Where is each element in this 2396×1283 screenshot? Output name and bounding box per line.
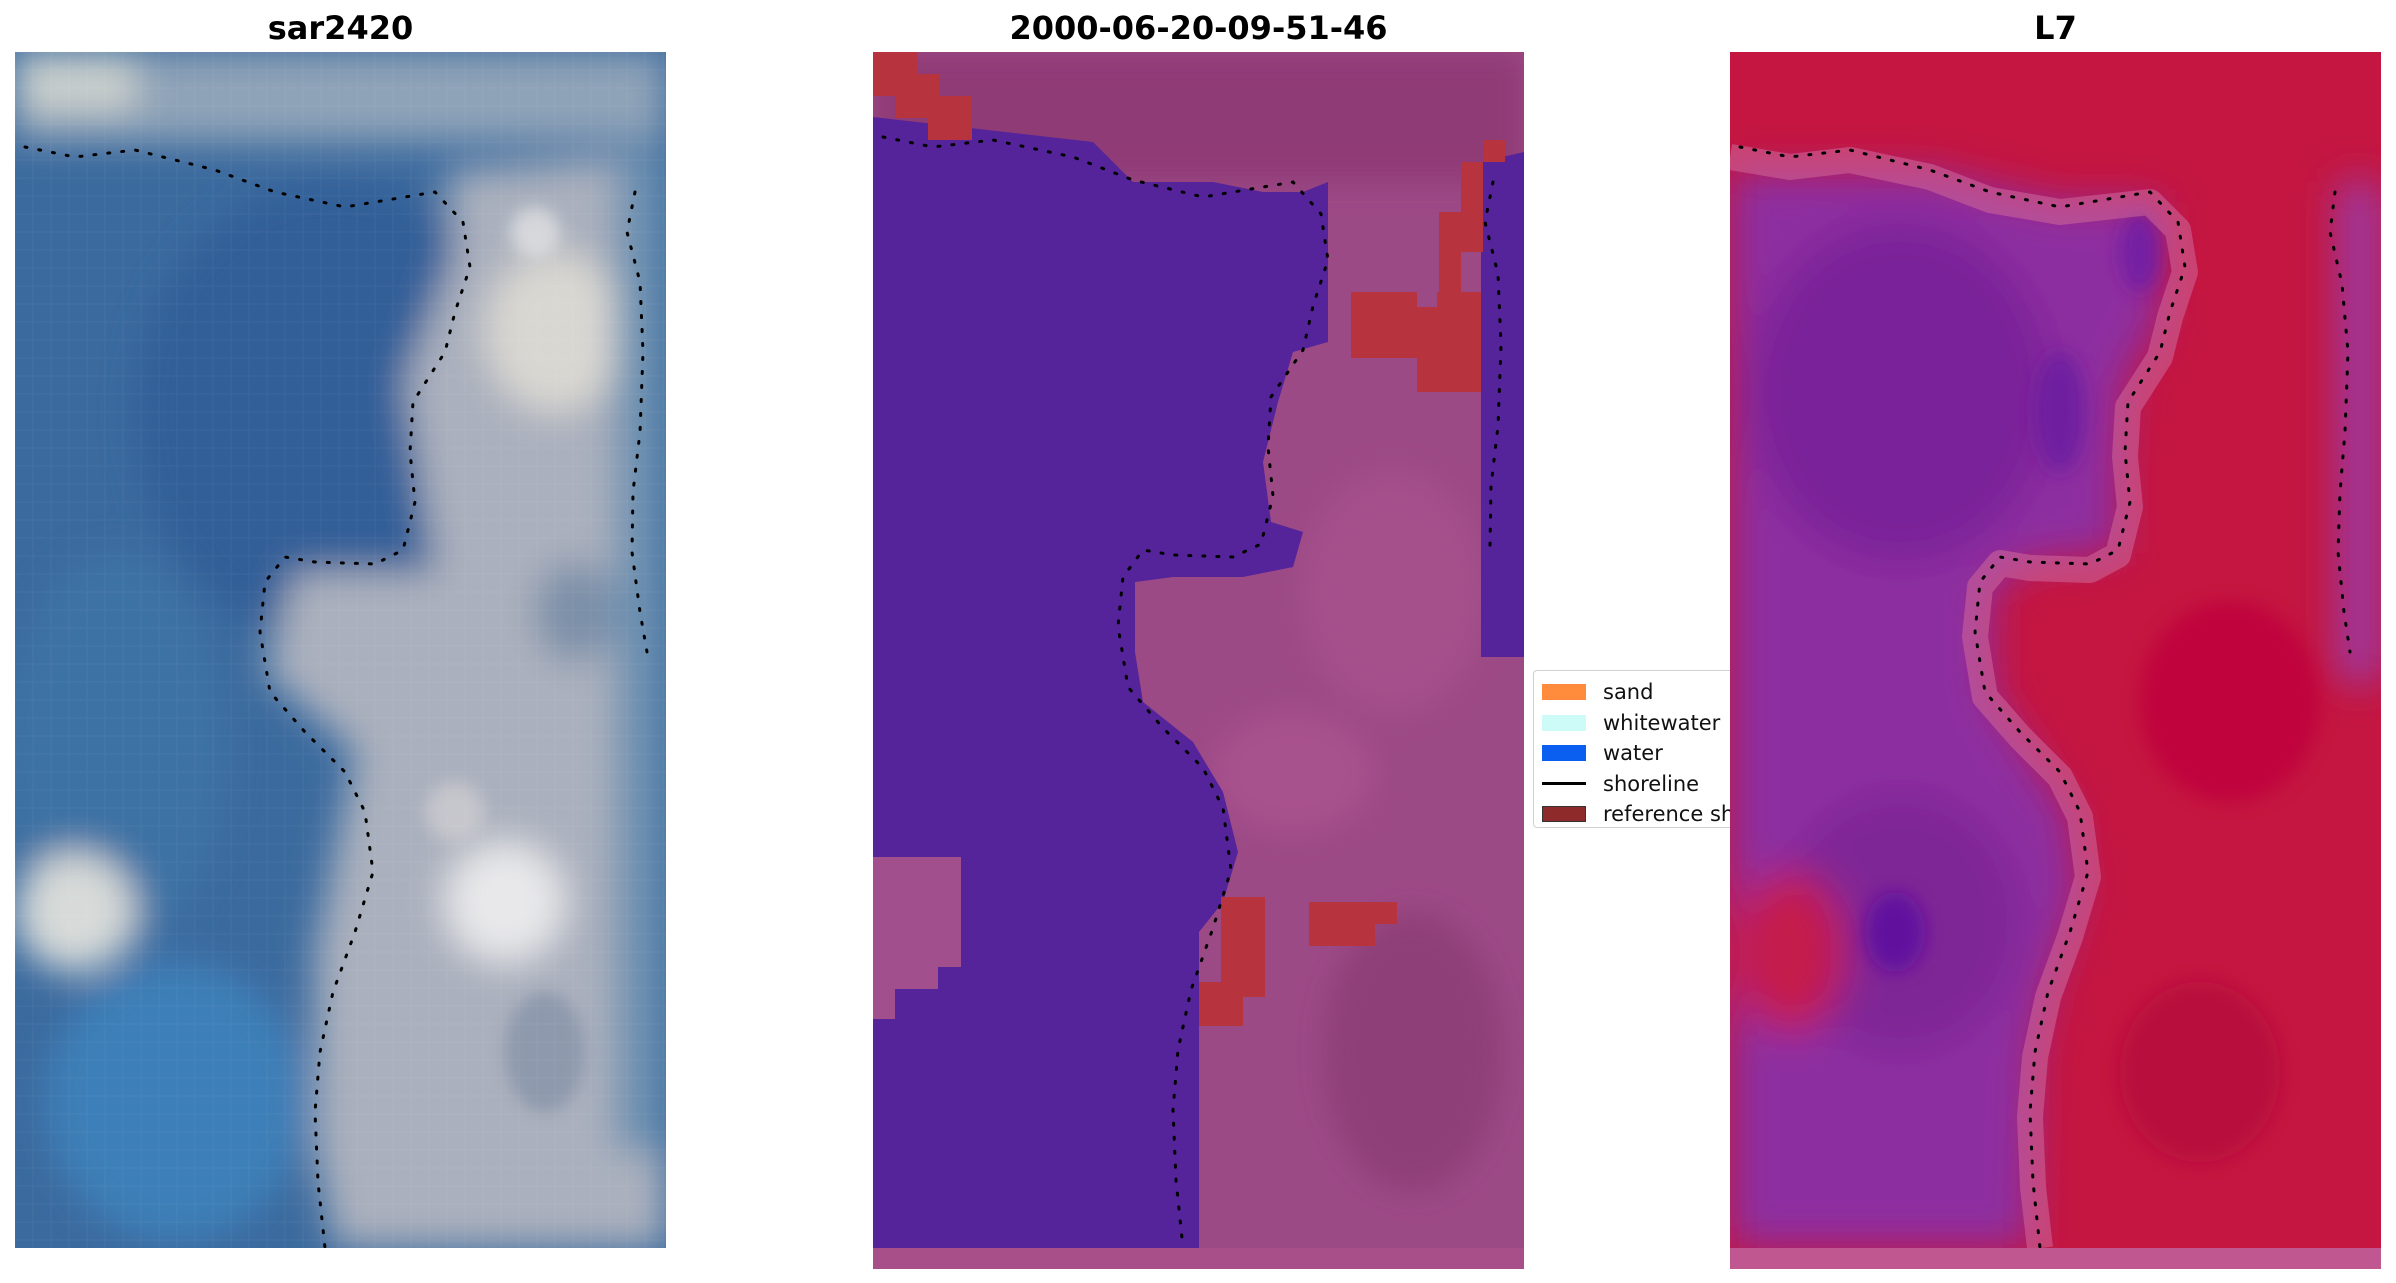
reference-shoreline (23, 145, 472, 1248)
legend-label: water (1603, 741, 1663, 766)
water-swatch (1542, 745, 1586, 762)
rgb-image (15, 52, 666, 1248)
legend-item-water: water (1542, 738, 1733, 769)
classification-image (873, 52, 1524, 1269)
legend: sand whitewater water shoreline referenc… (1533, 670, 1733, 828)
index-image (1730, 52, 2381, 1269)
reference-shoreline-swatch (1542, 806, 1586, 823)
legend-item-shoreline: shoreline (1542, 769, 1733, 800)
panel-title-classification: 2000-06-20-09-51-46 (1009, 9, 1388, 47)
legend-item-reference-shoreline: reference sh (1542, 799, 1733, 827)
shoreline-line-icon (1542, 782, 1586, 786)
rgb-image-panel (15, 52, 666, 1248)
sand-class-patches (873, 52, 1505, 1026)
legend-item-sand: sand (1542, 677, 1733, 708)
panel-title-rgb: sar2420 (267, 9, 414, 47)
legend-item-whitewater: whitewater (1542, 708, 1733, 739)
whitewater-swatch (1542, 714, 1586, 731)
classification-panel (873, 52, 1524, 1269)
legend-label: shoreline (1603, 771, 1700, 796)
sand-swatch (1542, 684, 1586, 701)
legend-label: sand (1603, 680, 1654, 705)
water-class-region (873, 117, 1328, 1248)
index-image-panel (1730, 52, 2381, 1269)
legend-label: whitewater (1603, 710, 1721, 735)
panel-title-index: L7 (2034, 9, 2077, 47)
legend-label: reference sh (1603, 802, 1733, 827)
